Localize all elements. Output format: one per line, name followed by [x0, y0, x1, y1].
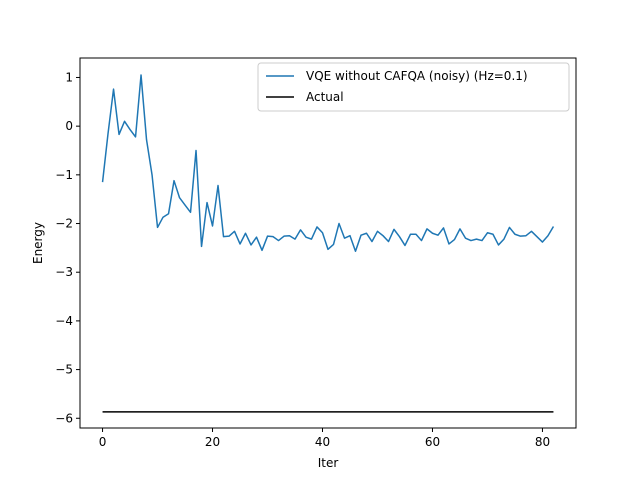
- x-tick-label: 60: [425, 435, 440, 449]
- y-tick-label: −6: [55, 411, 73, 425]
- y-axis-label: Energy: [31, 222, 45, 264]
- series-line-0: [101, 74, 555, 253]
- y-tick-label: 0: [65, 119, 73, 133]
- y-tick-label: −3: [55, 265, 73, 279]
- legend-box: [257, 62, 570, 112]
- series-layer: [101, 74, 555, 413]
- y-tick-label: 1: [65, 70, 73, 84]
- plot-area: [80, 58, 576, 428]
- x-tick-label: 40: [315, 435, 330, 449]
- y-tick-label: −2: [55, 217, 73, 231]
- y-tick-label: −5: [55, 363, 73, 377]
- axes-frame: [79, 57, 577, 429]
- x-tick-label: 20: [205, 435, 220, 449]
- x-tick-label: 80: [535, 435, 550, 449]
- x-axis-label: Iter: [318, 456, 339, 470]
- legend-label-vqe: VQE without CAFQA (noisy) (Hz=0.1): [306, 69, 528, 83]
- ticks-layer: 0 20 40 60 80 1 0 −1 −2 −3 −4 −5 −6: [55, 70, 550, 449]
- legend: VQE without CAFQA (noisy) (Hz=0.1) Actua…: [257, 62, 570, 112]
- y-tick-label: −1: [55, 168, 73, 182]
- legend-label-actual: Actual: [306, 90, 344, 104]
- x-tick-label: 0: [99, 435, 107, 449]
- y-tick-label: −4: [55, 314, 73, 328]
